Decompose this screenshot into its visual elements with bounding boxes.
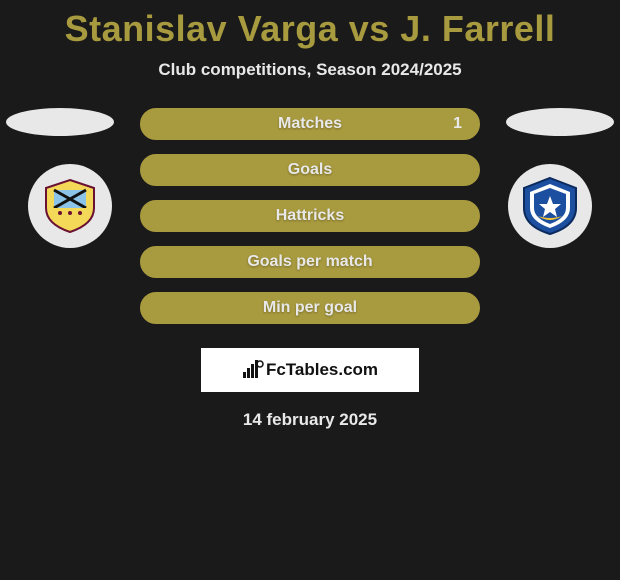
stat-row-matches: Matches 1: [140, 108, 480, 140]
brand-text: FcTables.com: [266, 360, 378, 380]
team-badge-right: [508, 164, 592, 248]
fctables-logo: FcTables.com: [242, 360, 378, 380]
comparison-card: Stanislav Varga vs J. Farrell Club compe…: [0, 0, 620, 430]
bars-icon: [242, 360, 264, 380]
stat-row-goals: Goals: [140, 154, 480, 186]
player-right-placeholder: [506, 108, 614, 136]
date-text: 14 february 2025: [0, 410, 620, 430]
burnley-crest-icon: [40, 176, 100, 236]
stats-area: Matches 1 Goals Hattricks Goals per matc…: [0, 108, 620, 328]
brand-footer: FcTables.com: [201, 348, 419, 392]
stat-value-right: 1: [453, 115, 462, 133]
stat-row-goals-per-match: Goals per match: [140, 246, 480, 278]
stat-label: Matches: [278, 115, 342, 133]
portsmouth-crest-icon: [518, 174, 582, 238]
team-badge-left: [28, 164, 112, 248]
player-left-placeholder: [6, 108, 114, 136]
page-title: Stanislav Varga vs J. Farrell: [0, 8, 620, 50]
stat-row-hattricks: Hattricks: [140, 200, 480, 232]
subtitle: Club competitions, Season 2024/2025: [0, 60, 620, 80]
stat-row-min-per-goal: Min per goal: [140, 292, 480, 324]
stat-label: Goals: [288, 161, 332, 179]
stat-label: Min per goal: [263, 299, 357, 317]
stat-label: Goals per match: [247, 253, 372, 271]
stat-label: Hattricks: [276, 207, 344, 225]
stats-column: Matches 1 Goals Hattricks Goals per matc…: [140, 108, 480, 324]
